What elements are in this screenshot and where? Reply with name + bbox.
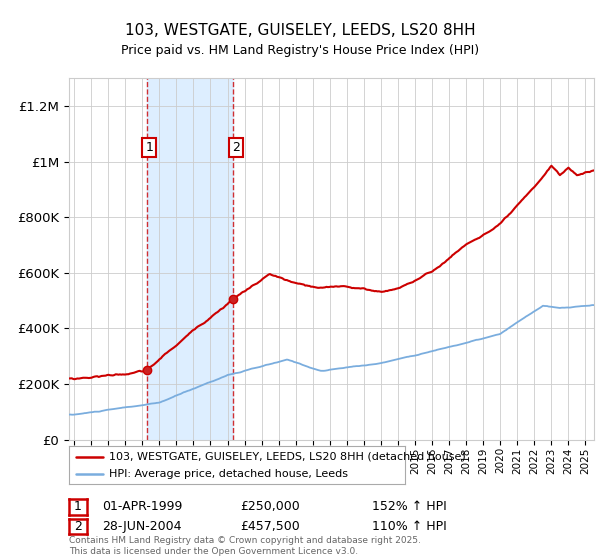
Text: 2: 2 bbox=[74, 520, 82, 533]
Bar bbox=[146, 78, 233, 440]
Text: 28-JUN-2004: 28-JUN-2004 bbox=[102, 520, 182, 533]
Text: 01-APR-1999: 01-APR-1999 bbox=[102, 500, 182, 514]
Text: 152% ↑ HPI: 152% ↑ HPI bbox=[372, 500, 447, 514]
Text: 110% ↑ HPI: 110% ↑ HPI bbox=[372, 520, 447, 533]
Text: Contains HM Land Registry data © Crown copyright and database right 2025.
This d: Contains HM Land Registry data © Crown c… bbox=[69, 536, 421, 556]
Text: HPI: Average price, detached house, Leeds: HPI: Average price, detached house, Leed… bbox=[109, 469, 349, 479]
Text: £457,500: £457,500 bbox=[240, 520, 300, 533]
Text: 103, WESTGATE, GUISELEY, LEEDS, LS20 8HH: 103, WESTGATE, GUISELEY, LEEDS, LS20 8HH bbox=[125, 24, 475, 38]
Text: £250,000: £250,000 bbox=[240, 500, 300, 514]
Text: 1: 1 bbox=[145, 141, 154, 155]
Text: 103, WESTGATE, GUISELEY, LEEDS, LS20 8HH (detached house): 103, WESTGATE, GUISELEY, LEEDS, LS20 8HH… bbox=[109, 451, 466, 461]
Text: Price paid vs. HM Land Registry's House Price Index (HPI): Price paid vs. HM Land Registry's House … bbox=[121, 44, 479, 57]
Text: 1: 1 bbox=[74, 500, 82, 514]
Text: 2: 2 bbox=[232, 141, 239, 155]
